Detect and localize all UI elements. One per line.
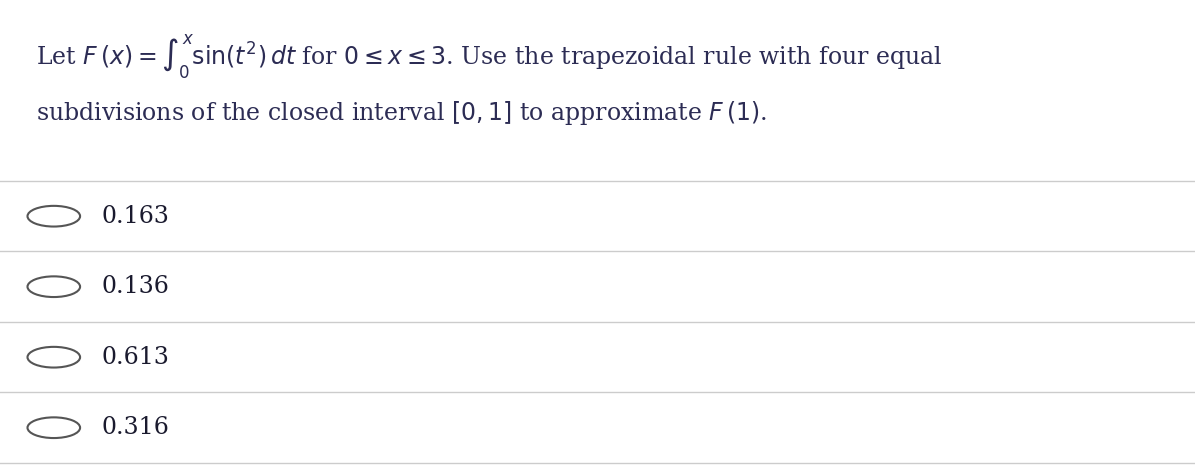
Text: 0.136: 0.136: [102, 275, 169, 298]
Text: Let $F\,(x) = \int_0^x \sin(t^2)\,dt$ for $0 \leq x \leq 3$. Use the trapezoidal: Let $F\,(x) = \int_0^x \sin(t^2)\,dt$ fo…: [36, 33, 942, 81]
Text: subdivisions of the closed interval $[0, 1]$ to approximate $F\,(1)$.: subdivisions of the closed interval $[0,…: [36, 99, 767, 127]
Text: 0.316: 0.316: [102, 416, 169, 439]
Text: 0.163: 0.163: [102, 205, 169, 227]
Text: 0.613: 0.613: [102, 346, 169, 368]
